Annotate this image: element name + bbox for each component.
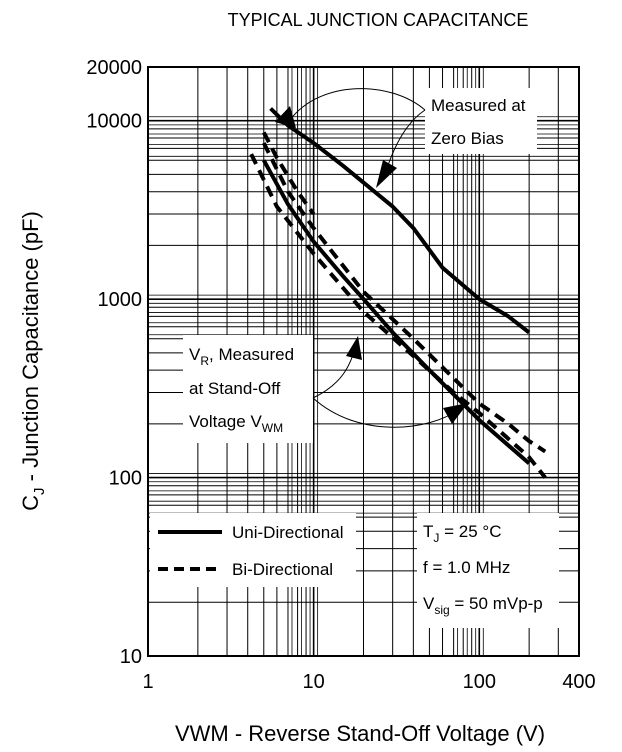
x-tick-label: 100: [463, 671, 496, 693]
legend-uni-label: Uni-Directional: [232, 523, 343, 542]
zero-bias-label-2: Zero Bias: [431, 129, 504, 148]
zero-bias-box: [425, 88, 537, 154]
condition-vsig: Vsig = 50 mVp-p: [423, 594, 543, 617]
standoff-leader-2: [312, 397, 459, 428]
standoff-label-2: at Stand-Off: [189, 379, 281, 398]
standoff-arrowhead-2: [443, 403, 468, 424]
condition-freq: f = 1.0 MHz: [423, 558, 510, 577]
legend-bi-label: Bi-Directional: [232, 560, 333, 579]
y-tick-label: 100: [109, 468, 142, 490]
x-tick-label: 10: [303, 671, 325, 693]
y-tick-label: 20000: [86, 57, 142, 79]
uni-directional-line: [262, 159, 531, 465]
x-tick-label: 400: [562, 671, 595, 693]
y-axis-label: CJ - Junction Capacitance (pF): [18, 211, 48, 511]
condition-tj: TJ = 25 °C: [423, 522, 501, 545]
zero-bias-arrowhead-1: [275, 106, 296, 128]
zero-bias-label-1: Measured at: [431, 96, 526, 115]
uni-directional-line: [269, 107, 531, 335]
bi-directional-line: [262, 131, 316, 216]
y-tick-label: 10000: [86, 111, 142, 133]
y-tick-labels: 10 100 1000 10000 20000: [86, 57, 142, 668]
standoff-arrowhead-1: [346, 336, 362, 360]
standoff-label-1: VR, Measured: [189, 345, 294, 368]
plot-frame: [147, 66, 580, 657]
standoff-box: [183, 335, 313, 443]
bi-directional-line: [249, 153, 547, 479]
standoff-label-3: Voltage VWM: [189, 412, 283, 435]
conditions-box: [417, 513, 559, 628]
x-axis-label: VWM - Reverse Stand-Off Voltage (V): [175, 721, 545, 746]
y-tick-label: 10: [120, 646, 142, 668]
chart-title: TYPICAL JUNCTION CAPACITANCE: [228, 10, 529, 30]
x-tick-label: 1: [142, 671, 153, 693]
zero-bias-arrowhead-2: [376, 160, 397, 188]
y-tick-label: 1000: [98, 289, 143, 311]
legend-box: [150, 513, 356, 587]
x-tick-labels: 1 10 100 400: [142, 671, 595, 693]
zero-bias-leader-1: [289, 88, 426, 121]
series-lines: [249, 107, 547, 479]
